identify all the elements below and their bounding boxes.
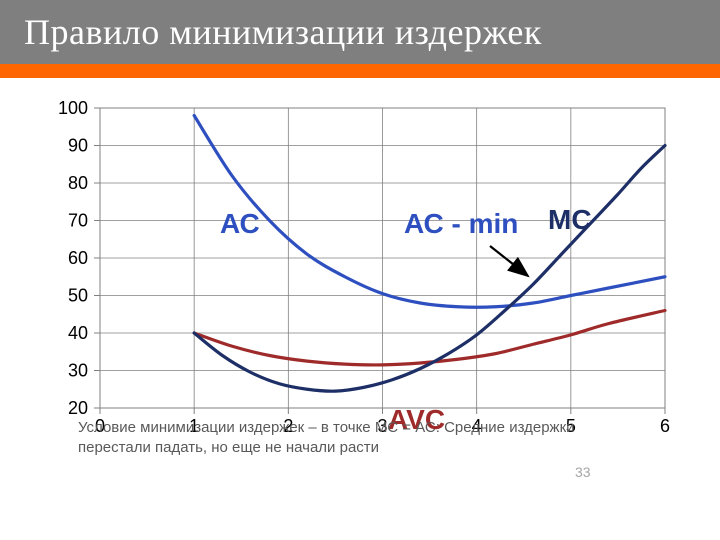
title-bar: Правило минимизации издержек [0,0,720,64]
page-number: 33 [575,464,591,480]
accent-bar [0,64,720,78]
chart-area: 20304050607080901000123456 АСАС - minМСA… [0,78,720,498]
slide-title: Правило минимизации издержек [24,11,542,53]
caption-text: Условие минимизации издержек – в точке М… [78,418,638,459]
